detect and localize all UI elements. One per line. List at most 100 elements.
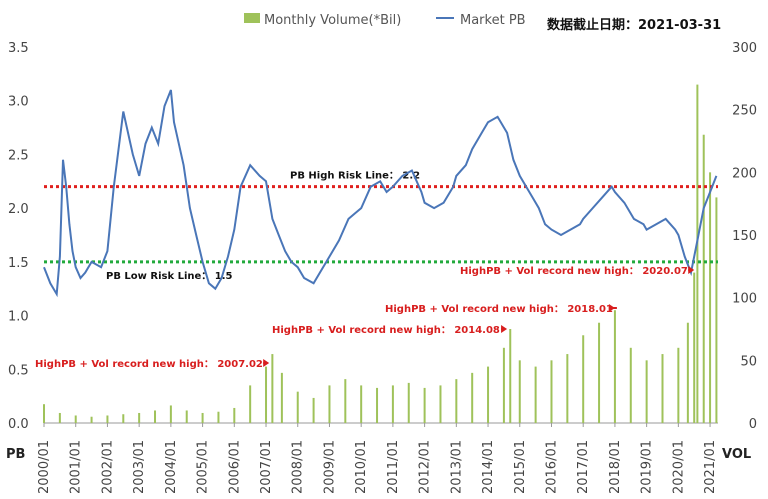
x-tick-label: 2020/01 [671, 440, 686, 494]
volume-bar [169, 405, 172, 423]
x-axis-ticks: 2000/01 2001/01 2002/01 2003/01 2004/01 2005/… [37, 423, 718, 494]
x-tick-label: 2002/01 [100, 440, 115, 494]
volume-bar [661, 354, 664, 423]
volume-bar [696, 84, 699, 423]
x-tick-label: 2008/01 [291, 440, 306, 494]
reference-line-label: PB Low Risk Line： 1.5 [106, 271, 233, 282]
x-tick-label: 2021/01 [703, 440, 718, 494]
volume-bar [90, 416, 93, 423]
reference-line-label: PB High Risk Line： 2.2 [290, 171, 420, 182]
left-axis-name: PB [6, 447, 25, 462]
x-tick-label: 2015/01 [513, 440, 528, 494]
volume-bar [693, 272, 696, 423]
left-tick-label: 1.0 [8, 310, 29, 325]
annotation-label: HighPB + Vol record new high： 2014.08 [272, 325, 500, 336]
volume-bar [233, 407, 236, 423]
annotations: HighPB + Vol record new high： 2007.02 Hig… [35, 266, 695, 370]
x-tick-label: 2009/01 [322, 440, 337, 494]
right-tick-label: 200 [732, 166, 757, 181]
right-tick-label: 150 [732, 229, 757, 244]
volume-bar [598, 322, 601, 423]
annotation-label: HighPB + Vol record new high： 2018.01 [385, 304, 613, 315]
left-tick-label: 3.0 [8, 95, 29, 110]
x-tick-label: 2007/01 [259, 440, 274, 494]
volume-bar [686, 322, 689, 423]
volume-bar [391, 385, 394, 423]
volume-bar [677, 347, 680, 423]
left-tick-label: 3.5 [8, 41, 29, 56]
annotation-arrowhead [501, 325, 508, 333]
x-tick-label: 2019/01 [640, 440, 655, 494]
volume-bar [360, 385, 363, 423]
legend-pb-label: Market PB [460, 13, 526, 28]
volume-bar [271, 354, 274, 423]
annotation-arrowhead [263, 359, 270, 367]
x-tick-label: 2016/01 [544, 440, 559, 494]
left-axis-ticks: 0.0 0.5 1.0 1.5 2.0 2.5 3.0 3.5 [8, 41, 29, 432]
x-tick-label: 2005/01 [196, 440, 211, 494]
volume-bar [407, 382, 410, 423]
volume-bar [613, 310, 616, 423]
volume-bar [328, 385, 331, 423]
volume-bar [709, 172, 712, 423]
right-tick-label: 100 [732, 292, 757, 307]
volume-bar [122, 414, 125, 423]
volume-bar [249, 385, 252, 423]
volume-bar [566, 354, 569, 423]
volume-bar [217, 411, 220, 423]
volume-bar [185, 410, 188, 423]
legend-volume-swatch [244, 13, 260, 23]
volume-bar [550, 360, 553, 423]
volume-bar [715, 197, 718, 423]
volume-bar [344, 379, 347, 423]
left-tick-label: 2.5 [8, 148, 29, 163]
volume-bar [702, 134, 705, 423]
legend-volume-label: Monthly Volume(*Bil) [264, 13, 401, 28]
left-tick-label: 0.5 [8, 363, 29, 378]
volume-bar [423, 387, 426, 423]
volume-bars [43, 84, 718, 423]
volume-bar [582, 335, 585, 423]
volume-bar [629, 347, 632, 423]
x-tick-label: 2010/01 [354, 440, 369, 494]
volume-bar [645, 360, 648, 423]
left-tick-label: 1.5 [8, 256, 29, 271]
right-axis-ticks: 0 50 100 150 200 250 300 [732, 41, 757, 432]
volume-bar [106, 415, 109, 423]
pb-line [43, 89, 718, 298]
right-axis-name: VOL [722, 447, 751, 462]
x-tick-label: 2003/01 [132, 440, 147, 494]
volume-bar [43, 404, 45, 423]
volume-bar [376, 387, 379, 423]
right-tick-label: 0 [749, 417, 757, 432]
volume-bar [471, 372, 474, 423]
volume-bar [138, 412, 141, 423]
volume-bar [509, 329, 512, 423]
annotation-arrowhead [608, 304, 615, 312]
volume-bar [265, 366, 268, 423]
x-tick-label: 2006/01 [227, 440, 242, 494]
volume-bar [312, 397, 315, 423]
x-tick-label: 2013/01 [449, 440, 464, 494]
volume-bar [439, 385, 442, 423]
right-tick-label: 250 [732, 104, 757, 119]
x-tick-label: 2011/01 [386, 440, 401, 494]
legend: Monthly Volume(*Bil) Market PB [244, 13, 526, 28]
annotation-arrowhead [688, 266, 695, 274]
volume-bar [154, 410, 157, 423]
volume-bar [58, 412, 61, 423]
x-tick-label: 2018/01 [608, 440, 623, 494]
volume-bar [455, 379, 458, 423]
volume-bar [518, 360, 521, 423]
x-tick-label: 2017/01 [576, 440, 591, 494]
right-tick-label: 300 [732, 41, 757, 56]
left-tick-label: 2.0 [8, 202, 29, 217]
volume-bar [487, 366, 490, 423]
reference-lines: PB High Risk Line： 2.2 PB Low Risk Line： … [44, 171, 718, 282]
volume-bar [201, 412, 204, 423]
volume-bar [74, 415, 77, 423]
x-tick-label: 2012/01 [418, 440, 433, 494]
right-tick-label: 50 [740, 354, 757, 369]
volume-bar [296, 391, 299, 423]
